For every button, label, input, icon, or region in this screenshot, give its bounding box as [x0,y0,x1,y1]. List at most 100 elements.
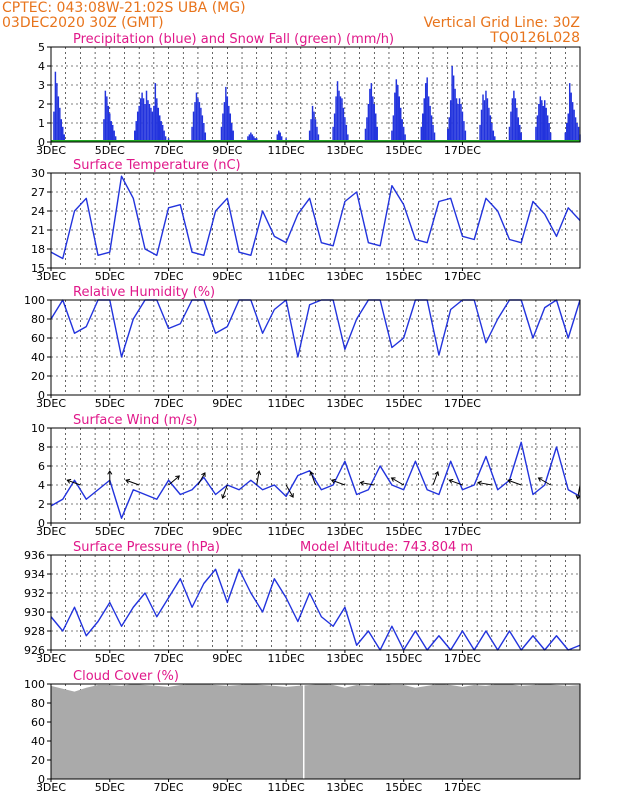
x-tick-label: 5DEC [95,525,125,538]
precip-bar [53,111,55,142]
precip-bar [197,98,199,142]
wind-arrow [67,479,81,486]
precip-bar [198,102,201,142]
y-tick-label: 30 [31,167,45,180]
precip-bar [451,66,453,142]
x-tick-label: 5DEC [95,652,125,665]
precip-bar [376,126,378,142]
x-tick-label: 3DEC [36,652,66,665]
precip-bar [398,96,400,142]
x-tick-label: 9DEC [212,397,242,410]
precip-bar [145,90,148,142]
precip-bar [157,107,160,142]
precip-bar [536,115,539,142]
precip-bar [144,104,146,142]
x-tick-label: 17DEC [444,144,481,157]
wind-arrow [360,482,375,486]
precip-bar [253,136,255,142]
precip-bar [514,98,517,142]
precip-bar [567,113,569,142]
precip-bar [107,105,110,142]
precip-bar [192,111,195,142]
precip-bar [571,102,574,142]
precip-bar [335,96,337,142]
precip-bar [538,104,540,142]
precip-bar [159,115,161,142]
precip-bar [276,134,279,142]
wind-arrow [331,479,346,486]
x-tick-label: 15DEC [385,270,422,283]
x-tick-label: 9DEC [212,652,242,665]
wind-arrow-head [477,480,482,486]
x-tick-label: 15DEC [385,781,422,794]
precip-bar [424,83,427,142]
precip-bar [204,132,207,142]
precip-bar [574,117,577,142]
wind-arrow [197,472,206,486]
panel-0: 0 1 2 3 4 5 3DEC 5DEC 7DEC 9DEC 11DEC 13DEC 15DEC 17D… [36,32,581,157]
precip-bar [367,104,370,142]
precip-bar [308,130,311,142]
precip-bar [508,126,511,142]
wind-arrow [391,477,404,486]
run-date-header: 03DEC2020 30Z (GMT) [2,15,164,31]
precip-bar [195,92,198,142]
precip-bar [201,115,204,142]
wind-arrow-head [448,478,454,484]
precip-bar [136,111,139,142]
y-tick-label: 18 [31,243,45,256]
precip-bar [62,126,64,142]
precip-bar [373,104,376,142]
precip-bar [59,107,61,142]
precip-bar [153,105,155,142]
precip-bar [310,119,312,142]
y-tick-label: 20 [31,370,45,383]
precip-bar [156,98,158,142]
precip-bar [485,90,487,142]
precip-bar [486,98,489,142]
precip-bar [347,134,349,142]
precip-bar [247,136,249,142]
precip-bar [226,96,229,142]
precip-bar [231,123,233,142]
precip-bar [114,136,117,142]
precip-bar [399,107,402,142]
x-tick-label: 17DEC [444,652,481,665]
plot-frame [50,683,581,780]
precip-bar [135,121,137,142]
precip-bar [223,102,226,142]
precip-bar [336,81,339,142]
precip-bar [420,126,423,142]
wind-arrow [538,477,551,486]
precip-bar [154,83,157,142]
precip-bar [511,98,514,142]
y-tick-label: 926 [24,644,45,657]
precip-bar [401,119,403,142]
precip-bar [392,115,395,142]
panel-title: Cloud Cover (%) [73,669,179,684]
precip-bar [194,102,196,142]
precip-bar [220,126,223,142]
precip-bar [545,107,547,142]
precip-bar [56,83,58,142]
plot-frame [50,46,581,143]
precip-bar [546,115,549,142]
precip-bar [342,107,345,142]
precip-bar [248,134,251,142]
precip-bar [344,117,346,142]
precip-bar [458,98,461,142]
series-line [50,568,581,651]
wind-arrow-head [175,475,180,480]
precip-bar [369,88,371,142]
panel-1: 15 18 21 24 27 30 3DEC 5DEC 7DEC 9DEC 11DEC 13DEC 15… [31,158,581,283]
precip-bar [109,113,111,142]
precip-bar [160,121,162,142]
precip-bar [429,105,431,142]
precip-bar [479,124,481,142]
precip-bar [510,111,512,142]
precip-bar [280,136,283,142]
precip-bar [539,96,542,142]
precip-bar [314,119,317,142]
precip-bar [457,104,459,142]
plot-frame [50,554,581,651]
